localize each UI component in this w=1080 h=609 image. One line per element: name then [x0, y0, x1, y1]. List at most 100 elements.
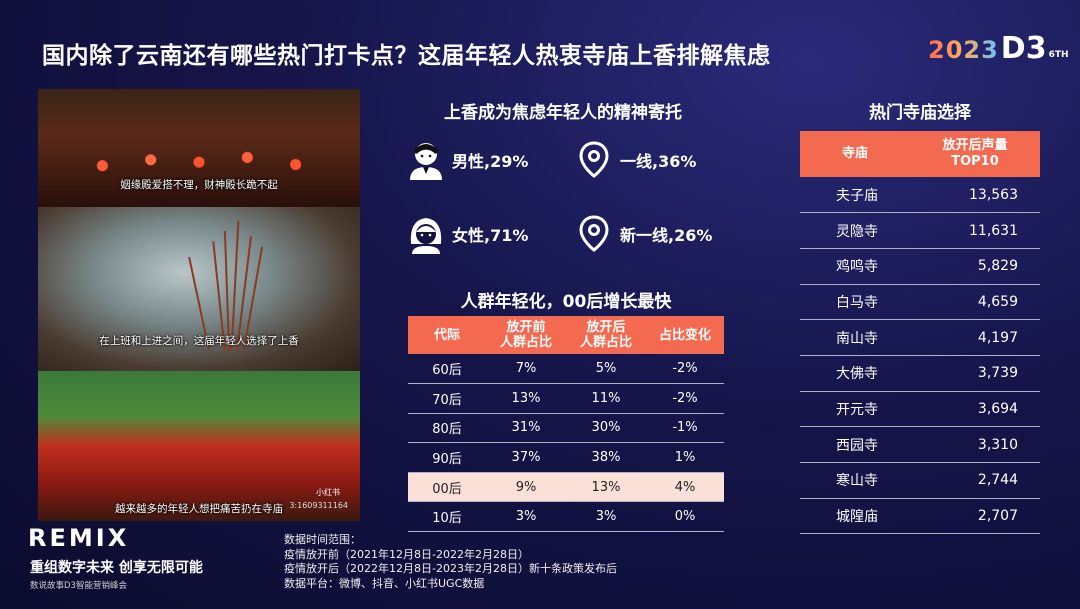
table-cell: 37%: [486, 442, 566, 473]
table-cell: 31%: [486, 413, 566, 444]
temple-volume-cell: 3,694: [910, 391, 1040, 428]
temple-volume-cell: 3,310: [910, 426, 1040, 463]
note-line: 疫情放开后（2022年12月8日-2023年2月28日）新十条政策发布后: [284, 562, 617, 575]
table-cell: 11%: [566, 383, 646, 414]
photo-collage: 姻缘殿爱搭不理，财神殿长跪不起 在上班和上进之间，这届年轻人选择了上香 越来越多…: [38, 89, 360, 521]
temple-name-cell: 西园寺: [800, 426, 910, 463]
table-row: 90后 37% 38% 1%: [408, 442, 724, 473]
demographics-block: 男性,29% 一线,36% 女性,71%: [408, 140, 718, 260]
temple-volume-cell: 2,744: [910, 462, 1040, 499]
table-cell: 80后: [408, 413, 486, 444]
photo-watermark: 小红书: [316, 488, 340, 497]
table-row: 10后 3% 3% 0%: [408, 501, 724, 533]
temple-name-cell: 白马寺: [800, 284, 910, 321]
table-row: 白马寺 4,659: [800, 284, 1040, 321]
temple-name-cell: 夫子庙: [800, 177, 910, 214]
table-cell: 3%: [566, 501, 646, 533]
brand-subtitle: 数说故事D3智能营销峰会: [30, 581, 127, 591]
table-cell: 5%: [566, 354, 646, 385]
temple-name-cell: 寒山寺: [800, 462, 910, 499]
temple-name-cell: 南山寺: [800, 319, 910, 356]
male-avatar-icon: [408, 140, 444, 180]
temple-table: 寺庙 放开后声量 TOP10 夫子庙 13,563 灵隐寺 11,631 鸡鸣寺 5,829…: [800, 131, 1040, 535]
temple-name-cell: 城隍庙: [800, 498, 910, 535]
table-row: 大佛寺 3,739: [800, 355, 1040, 392]
table-cell: 90后: [408, 442, 486, 473]
table-cell: 9%: [486, 472, 566, 503]
d3-logo: 2023 D3 6TH: [928, 31, 1069, 66]
logo-suffix: 6TH: [1048, 50, 1069, 60]
female-stat-label: 女性,71%: [452, 226, 529, 245]
col-header-after: 放开后 人群占比: [566, 316, 646, 354]
table-cell: 30%: [566, 413, 646, 444]
age-table: 代际 放开前 人群占比 放开后 人群占比 占比变化 60后 7% 5% -2% 70后 13%…: [408, 316, 724, 533]
table-cell: 0%: [646, 501, 724, 533]
remix-logo: REMIX: [28, 524, 130, 552]
photo-caption-3: 越来越多的年轻人想把痛苦扔在寺庙: [115, 503, 283, 515]
table-cell: 60后: [408, 354, 486, 385]
tier1-stat-label: 一线,36%: [620, 152, 697, 171]
note-line: 数据平台：微博、抖音、小红书UGC数据: [284, 576, 485, 590]
photo-incense: 在上班和上进之间，这届年轻人选择了上香: [38, 207, 360, 371]
temple-volume-cell: 2,707: [910, 498, 1040, 535]
col-header-temple: 寺庙: [800, 131, 910, 177]
newtier1-stat-label: 新一线,26%: [620, 226, 713, 245]
male-stat-label: 男性,29%: [452, 152, 529, 171]
temple-table-header: 寺庙 放开后声量 TOP10: [800, 131, 1040, 177]
table-row: 开元寺 3,694: [800, 391, 1040, 428]
table-row: 夫子庙 13,563: [800, 177, 1040, 214]
age-heading: 人群年轻化，00后增长最快: [460, 292, 672, 312]
note-line: 疫情放开前（2021年12月8日-2022年2月28日）: [284, 547, 529, 561]
table-cell: 7%: [486, 354, 566, 385]
temple-heading: 热门寺庙选择: [869, 103, 971, 123]
logo-mark: D3: [1000, 31, 1047, 66]
page-title: 国内除了云南还有哪些热门打卡点？这届年轻人热衷寺庙上香排解焦虑: [42, 43, 771, 69]
female-stat: 女性,71%: [408, 214, 528, 254]
table-cell: -2%: [646, 354, 724, 385]
table-row: 南山寺 4,197: [800, 319, 1040, 356]
table-row: 灵隐寺 11,631: [800, 212, 1040, 249]
temple-name-cell: 灵隐寺: [800, 212, 910, 249]
table-cell: 10后: [408, 501, 486, 533]
table-row: 鸡鸣寺 5,829: [800, 248, 1040, 285]
temple-volume-cell: 4,197: [910, 319, 1040, 356]
table-cell: -2%: [646, 383, 724, 414]
temple-volume-cell: 5,829: [910, 248, 1040, 285]
col-header-generation: 代际: [408, 316, 486, 354]
table-cell: 13%: [486, 383, 566, 414]
table-cell: 1%: [646, 442, 724, 473]
col-header-volume: 放开后声量 TOP10: [910, 131, 1040, 177]
table-cell: 13%: [566, 472, 646, 503]
tier1-stat: 一线,36%: [576, 140, 696, 180]
temple-name-cell: 大佛寺: [800, 355, 910, 392]
spiritual-heading: 上香成为焦虑年轻人的精神寄托: [444, 103, 682, 123]
photo-watermark-id: 3:1609311164: [289, 501, 348, 510]
col-header-before: 放开前 人群占比: [486, 316, 566, 354]
col-header-change: 占比变化: [646, 316, 724, 354]
male-stat: 男性,29%: [408, 140, 528, 180]
table-row: 00后 9% 13% 4%: [408, 472, 724, 503]
age-table-header: 代际 放开前 人群占比 放开后 人群占比 占比变化: [408, 316, 724, 354]
temple-volume-cell: 13,563: [910, 177, 1040, 214]
newtier1-stat: 新一线,26%: [576, 214, 712, 254]
table-row: 70后 13% 11% -2%: [408, 383, 724, 414]
location-pin-icon: [576, 214, 612, 254]
brand-slogan: 重组数字未来 创享无限可能: [30, 560, 203, 576]
logo-year: 2023: [928, 36, 999, 64]
table-row: 城隍庙 2,707: [800, 498, 1040, 535]
female-avatar-icon: [408, 214, 444, 254]
table-cell: 70后: [408, 383, 486, 414]
temple-volume-cell: 3,739: [910, 355, 1040, 392]
temple-volume-cell: 11,631: [910, 212, 1040, 249]
table-cell: 00后: [408, 472, 486, 503]
location-pin-icon: [576, 140, 612, 180]
temple-name-cell: 鸡鸣寺: [800, 248, 910, 285]
table-row: 80后 31% 30% -1%: [408, 413, 724, 444]
temple-volume-cell: 4,659: [910, 284, 1040, 321]
note-line: 数据时间范围：: [284, 533, 361, 546]
table-cell: -1%: [646, 413, 724, 444]
table-row: 寒山寺 2,744: [800, 462, 1040, 499]
photo-temple: 越来越多的年轻人想把痛苦扔在寺庙 小红书 3:1609311164: [38, 371, 360, 521]
data-notes: 数据时间范围： 疫情放开前（2021年12月8日-2022年2月28日） 疫情放…: [284, 533, 617, 591]
photo-caption-2: 在上班和上进之间，这届年轻人选择了上香: [99, 335, 299, 347]
